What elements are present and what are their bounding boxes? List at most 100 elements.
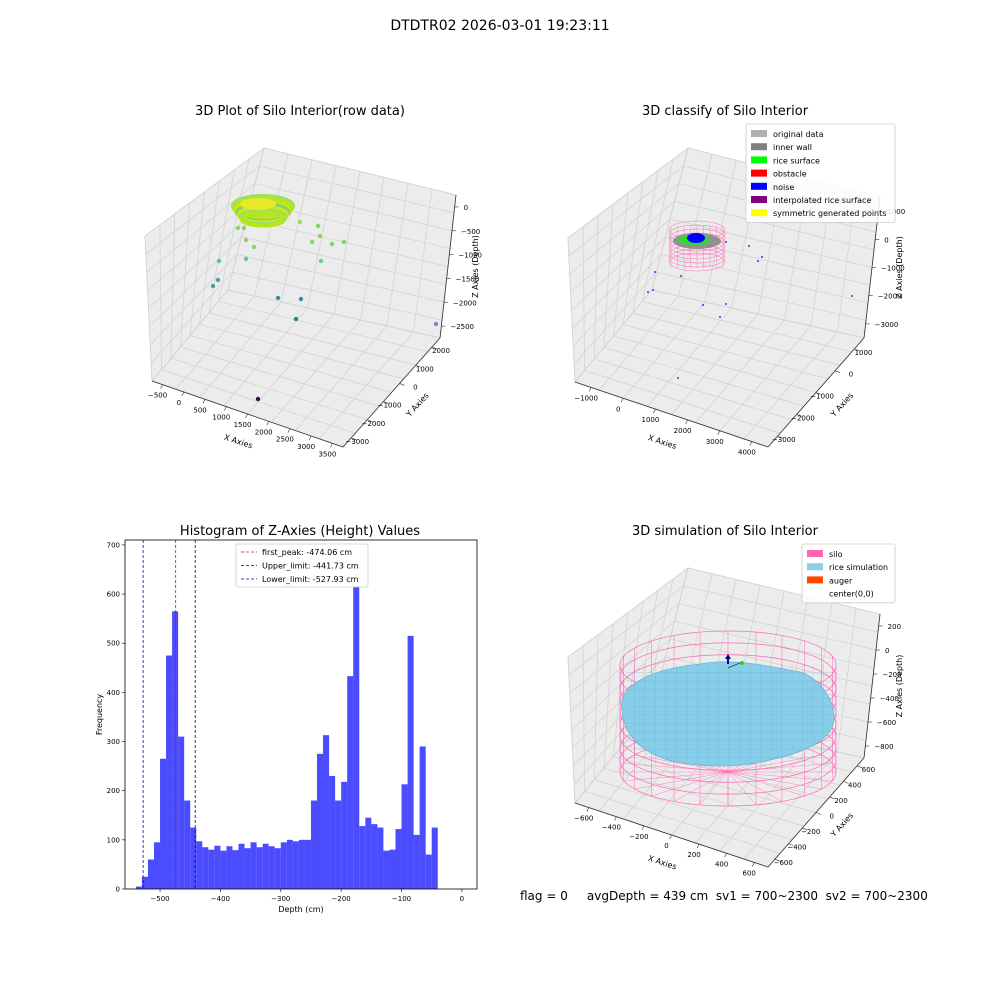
silo-floor-spoke (727, 763, 833, 773)
x-axis-label: Depth (cm) (278, 905, 323, 914)
legend-swatch (751, 130, 767, 137)
noise-point (757, 260, 759, 262)
classify-x-tick-label: 0 (616, 405, 620, 413)
classify-y-tick-label: −3000 (772, 436, 796, 444)
legend-label: original data (773, 130, 824, 139)
y-tick-label: 500 (107, 640, 120, 648)
raw-x-tick-label: 1000 (212, 414, 230, 422)
silo-floor-spoke (727, 754, 822, 773)
data-point (297, 219, 303, 225)
sim-y-tick-label: 0 (830, 813, 834, 821)
sim-x-tick-label: −200 (629, 833, 648, 841)
classify-3d-plot: −1000 0 1000 2000 3000 4000 1000 0 −1000 −2000 −30… (567, 123, 905, 457)
classify-x-tick (717, 430, 721, 435)
data-point (255, 396, 261, 402)
histogram-bar (160, 758, 167, 889)
raw-x-tick-label: 2000 (255, 428, 273, 436)
sim-x-tick (614, 816, 617, 821)
silo-floor-spoke (634, 771, 729, 790)
histogram-bar (395, 829, 402, 889)
classify-x-tick-label: 2000 (674, 427, 692, 435)
z-axis-line (863, 613, 881, 759)
histogram-bar (431, 827, 438, 889)
raw-x-tick (287, 428, 291, 433)
y-tick-label: 100 (107, 836, 120, 844)
data-point (235, 225, 241, 231)
classify-z-tick-label: −2000 (878, 293, 902, 301)
data-point (210, 283, 216, 289)
histogram-bar (147, 859, 154, 889)
noise-point (725, 241, 727, 243)
legend-label: rice surface (773, 156, 820, 165)
data-point (309, 239, 315, 245)
histogram-bar (196, 841, 203, 889)
gridline (622, 181, 644, 325)
histogram-bar (153, 842, 161, 889)
data-point (341, 239, 347, 245)
raw-y-axis-label: Y Axies (404, 391, 431, 419)
classify-y-tick-label: −1000 (810, 393, 834, 401)
legend-label: obstacle (773, 170, 807, 179)
sim-x-tick-label: −400 (602, 824, 621, 832)
classify-x-tick-label: 1000 (642, 416, 660, 424)
raw-x-tick (308, 435, 312, 441)
noise-point (851, 295, 853, 297)
rice-surface-points (240, 210, 286, 228)
histogram-bar (244, 848, 251, 889)
histogram-bar (141, 876, 148, 889)
sim-z-axis-label: Z Axies (Depth) (895, 655, 904, 718)
sim-x-tick (641, 825, 645, 830)
histogram-bar (341, 781, 348, 889)
rice-simulation-surface (621, 661, 835, 767)
raw-x-tick-label: 1500 (234, 421, 252, 429)
classify-x-tick (685, 419, 688, 425)
y-axis-line (342, 337, 441, 448)
noise-point (761, 256, 763, 258)
raw-z-tick-label: −2000 (453, 299, 477, 307)
sim-x-tick (696, 844, 700, 849)
histogram-bar (347, 676, 354, 889)
raw-y-tick-label: 1000 (416, 365, 434, 373)
raw-plot-title: 3D Plot of Silo Interior(row data) (195, 104, 405, 119)
classify-plot-title: 3D classify of Silo Interior (641, 104, 809, 119)
legend-label: inner wall (773, 143, 812, 152)
sim-y-tick (857, 765, 863, 769)
gridline (613, 756, 817, 813)
raw-3d-plot: −500050010001500200025003000350020001000… (144, 146, 482, 458)
y-tick-label: 400 (107, 689, 120, 697)
gridline (227, 289, 441, 339)
sim-y-tick (802, 827, 808, 831)
x-tick-label: −400 (211, 895, 230, 903)
histogram-bar (184, 800, 191, 889)
gridline (642, 301, 853, 353)
x-axis-line (574, 381, 769, 448)
histogram-bar (262, 843, 269, 889)
raw-y-tick (415, 364, 421, 368)
sim-y-tick-label: 200 (834, 797, 847, 805)
sim-y-tick (829, 796, 835, 800)
legend-label: rice simulation (829, 563, 888, 572)
classify-y-tick (777, 435, 783, 439)
histogram-bar (413, 834, 420, 889)
simulation-plot-title: 3D simulation of Silo Interior (632, 524, 818, 539)
data-point (298, 296, 304, 302)
raw-x-tick-label: 3000 (297, 443, 315, 451)
raw-z-tick-label: 0 (464, 204, 468, 212)
histogram-bar (226, 846, 233, 889)
raw-z-tick-label: −1000 (458, 252, 482, 260)
x-tick-label: −300 (271, 895, 290, 903)
raw-z-tick-label: −1500 (456, 275, 480, 283)
gridline (623, 324, 829, 380)
sim-x-tick-label: 400 (715, 860, 728, 868)
sim-x-tick-label: −600 (574, 815, 593, 823)
sim-y-tick (815, 812, 822, 815)
classify-x-axis-label: X Axies (647, 433, 678, 451)
histogram-bar (238, 843, 245, 889)
y-tick-label: 0 (116, 886, 120, 894)
sim-x-tick (586, 807, 590, 812)
raw-x-tick-label: 2500 (276, 436, 294, 444)
raw-y-tick-label: −1000 (378, 402, 402, 410)
legend-label: noise (773, 183, 794, 192)
noise-point (719, 316, 721, 318)
classify-z-axis-label: Z Axies (Depth) (895, 236, 904, 299)
